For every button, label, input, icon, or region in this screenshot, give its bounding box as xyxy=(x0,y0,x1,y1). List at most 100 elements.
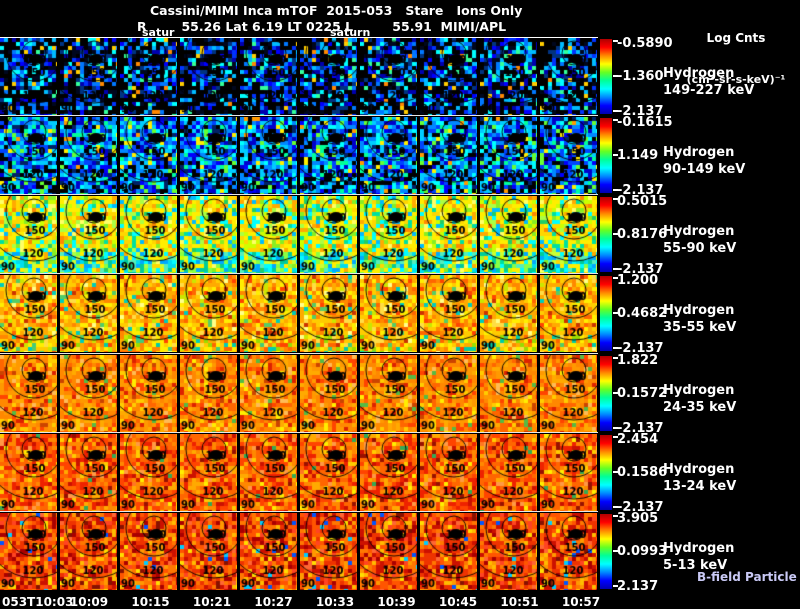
colorbar-tick-label-r1-2: -1.360 xyxy=(617,69,664,84)
spectrogram-panel-r4c6 xyxy=(300,275,357,352)
spectrogram-panel-r4c5 xyxy=(240,275,297,352)
spectrogram-panel-r3c1 xyxy=(0,196,57,273)
spectrogram-panel-r5c6 xyxy=(300,355,357,432)
spectrogram-panel-r4c4 xyxy=(180,275,237,352)
colorbar-tick-label-r7-1: 3.905 xyxy=(617,511,659,526)
spectrogram-panel-r2c10 xyxy=(540,117,597,194)
colorbar-tick xyxy=(613,471,618,473)
spectrogram-panel-r2c4 xyxy=(180,117,237,194)
colorbar-tick xyxy=(613,268,618,270)
colorbar-tick-label-r1-3: -2.137 xyxy=(617,104,664,119)
colorbar-r4 xyxy=(600,276,612,351)
time-label-9: 10:51 xyxy=(500,595,539,609)
colorbar-tick-label-r4-2: 0.4682 xyxy=(617,306,668,321)
spectrogram-panel-r6c4 xyxy=(180,434,237,511)
colorbar-tick-label-r7-2: 0.0993 xyxy=(617,544,668,559)
spectrogram-panel-r5c8 xyxy=(420,355,477,432)
spectrogram-panel-r4c10 xyxy=(540,275,597,352)
spectrogram-panel-r5c4 xyxy=(180,355,237,432)
spectrogram-panel-r5c1 xyxy=(0,355,57,432)
colorbar-tick-label-r6-2: 0.1586 xyxy=(617,465,668,480)
plot-top-border xyxy=(0,37,598,38)
time-label-5: 10:27 xyxy=(254,595,293,609)
spectrogram-panel-r6c3 xyxy=(120,434,177,511)
spectrogram-panel-r5c2 xyxy=(60,355,117,432)
colorbar-tick xyxy=(613,119,618,121)
saturn-marker-right: saturn xyxy=(330,26,371,39)
spectrogram-panel-r1c6 xyxy=(300,38,357,115)
colorbar-tick-label-r3-1: 0.5015 xyxy=(617,194,668,209)
time-label-6: 10:33 xyxy=(315,595,355,609)
row-separator xyxy=(0,353,598,354)
spectrogram-panel-r3c10 xyxy=(540,196,597,273)
colorbar-tick-label-r4-1: 1.200 xyxy=(617,273,659,288)
plot-subtitle: R 55.26 Lat 6.19 LT 0225 L 55.91 MIMI/AP… xyxy=(137,19,507,34)
row-energy-label-r4: 35-55 keV xyxy=(663,320,737,335)
spectrogram-panel-r3c6 xyxy=(300,196,357,273)
colorbar-tick xyxy=(613,75,618,77)
row-species-label-r5: Hydrogen xyxy=(663,383,735,398)
row-species-label-r2: Hydrogen xyxy=(663,145,735,160)
spectrogram-panel-r6c10 xyxy=(540,434,597,511)
colorbar-tick xyxy=(613,40,618,42)
time-label-1: 053T10:03 xyxy=(2,595,74,609)
colorbar-tick xyxy=(613,436,618,438)
spectrogram-panel-r4c8 xyxy=(420,275,477,352)
spectrogram-panel-r5c9 xyxy=(480,355,537,432)
spectrogram-panel-r7c5 xyxy=(240,513,297,590)
spectrogram-panel-r6c7 xyxy=(360,434,417,511)
spectrogram-panel-r6c6 xyxy=(300,434,357,511)
colorbar-title: Log Cnts (cm²-sr-s-keV)⁻¹ xyxy=(672,3,800,115)
spectrogram-panel-r2c9 xyxy=(480,117,537,194)
spectrogram-panel-r1c5 xyxy=(240,38,297,115)
colorbar-title-units: (cm²-sr-s-keV)⁻¹ xyxy=(686,73,786,86)
colorbar-tick xyxy=(613,506,618,508)
spectrogram-panel-r7c4 xyxy=(180,513,237,590)
colorbar-r7 xyxy=(600,514,612,589)
spectrogram-panel-r1c10 xyxy=(540,38,597,115)
spectrogram-panel-r7c10 xyxy=(540,513,597,590)
colorbar-tick-label-r4-3: -2.137 xyxy=(617,341,664,356)
time-label-4: 10:21 xyxy=(192,595,232,609)
spectrogram-panel-r6c8 xyxy=(420,434,477,511)
spectrogram-panel-r4c3 xyxy=(120,275,177,352)
spectrogram-panel-r1c3 xyxy=(120,38,177,115)
colorbar-tick-label-r3-3: -2.137 xyxy=(617,262,664,277)
colorbar-tick-label-r5-1: 1.822 xyxy=(617,353,659,368)
spectrogram-panel-r6c5 xyxy=(240,434,297,511)
colorbar-tick xyxy=(613,154,618,156)
spectrogram-panel-r1c4 xyxy=(180,38,237,115)
spectrogram-panel-r3c4 xyxy=(180,196,237,273)
plot-title: Cassini/MIMI Inca mTOF 2015-053 Stare Io… xyxy=(150,3,523,18)
spectrogram-panel-r1c1 xyxy=(0,38,57,115)
spectrogram-panel-r6c9 xyxy=(480,434,537,511)
colorbar-tick xyxy=(613,427,618,429)
spectrogram-panel-r1c2 xyxy=(60,38,117,115)
row-energy-label-r1: 149-227 keV xyxy=(663,83,755,98)
spectrogram-panel-r3c5 xyxy=(240,196,297,273)
row-separator xyxy=(0,511,598,512)
colorbar-tick-label-r2-1: -0.1615 xyxy=(617,115,673,130)
colorbar-tick xyxy=(613,347,618,349)
colorbar-tick xyxy=(613,312,618,314)
colorbar-tick xyxy=(613,233,618,235)
colorbar-tick-label-r2-3: -2.137 xyxy=(617,183,664,198)
spectrogram-panel-r3c2 xyxy=(60,196,117,273)
spectrogram-panel-r7c8 xyxy=(420,513,477,590)
spectrogram-panel-r5c3 xyxy=(120,355,177,432)
spectrogram-panel-r7c9 xyxy=(480,513,537,590)
spectrogram-panel-r4c1 xyxy=(0,275,57,352)
colorbar-tick xyxy=(613,189,618,191)
row-energy-label-r2: 90-149 keV xyxy=(663,162,746,177)
spectrogram-panel-r1c7 xyxy=(360,38,417,115)
time-label-2: 10:09 xyxy=(69,595,109,609)
saturn-marker-left: satur xyxy=(142,26,175,39)
time-label-10: 10:57 xyxy=(561,595,601,609)
colorbar-tick-label-r5-3: -2.137 xyxy=(617,421,664,436)
spectrogram-panel-r2c7 xyxy=(360,117,417,194)
colorbar-tick xyxy=(613,198,618,200)
spectrogram-panel-r2c2 xyxy=(60,117,117,194)
spectrogram-panel-r3c3 xyxy=(120,196,177,273)
colorbar-tick xyxy=(613,392,618,394)
